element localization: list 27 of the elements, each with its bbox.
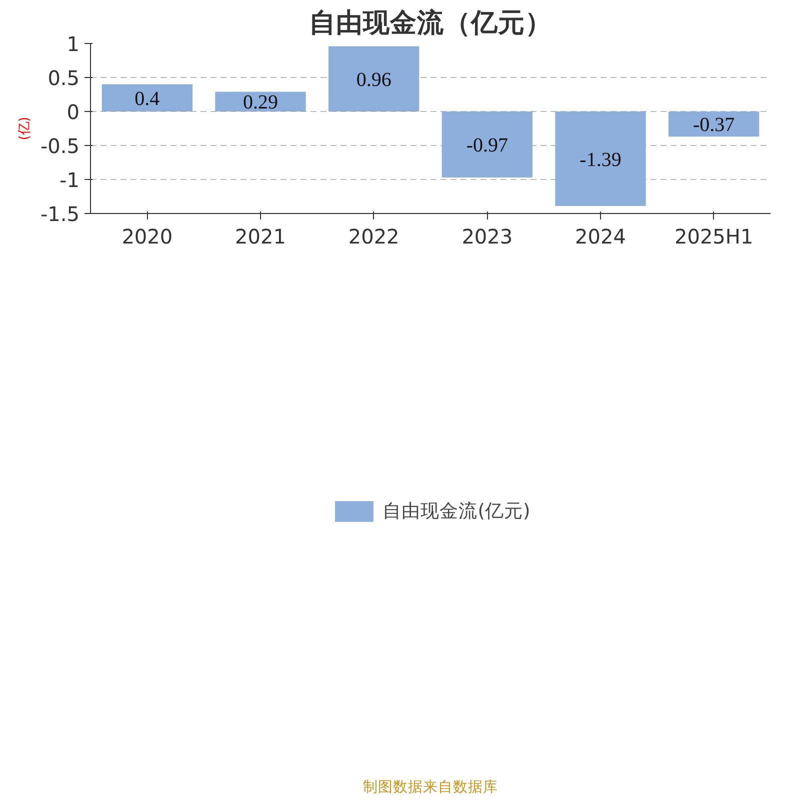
x-tick-label: 2020: [122, 224, 173, 248]
legend-label: 自由现金流(亿元): [382, 500, 530, 524]
y-tick-label: 1: [66, 32, 80, 56]
bar: [668, 112, 760, 137]
bar: [442, 112, 532, 178]
data-label: -0.37: [693, 114, 735, 136]
y-tick-label: -0.5: [40, 134, 80, 158]
data-label: 0.96: [356, 68, 392, 91]
y-tick-label: -1.5: [40, 202, 80, 226]
x-tick-label: 2022: [348, 224, 400, 248]
y-axis-title: (亿): [17, 116, 32, 140]
data-label: 0.4: [134, 88, 160, 110]
x-tick-label: 2024: [575, 224, 626, 248]
data-label: -0.97: [466, 134, 508, 156]
data-label: 0.29: [243, 92, 278, 114]
bar: [102, 84, 192, 112]
chart-title: 自由现金流（亿元）: [309, 8, 552, 38]
y-tick-label: 0.5: [48, 66, 80, 90]
text: 制图数据来自数据库: [363, 778, 498, 796]
bar: [555, 112, 646, 206]
data-label: -1.39: [580, 148, 622, 171]
bar: [328, 46, 420, 112]
y-tick-label: 0: [66, 100, 80, 124]
x-tick-label: 2025H1: [674, 224, 754, 248]
x-tick-label: 2023: [462, 224, 513, 248]
y-tick-label: -1: [60, 168, 80, 192]
x-tick-label: 2021: [235, 224, 286, 248]
